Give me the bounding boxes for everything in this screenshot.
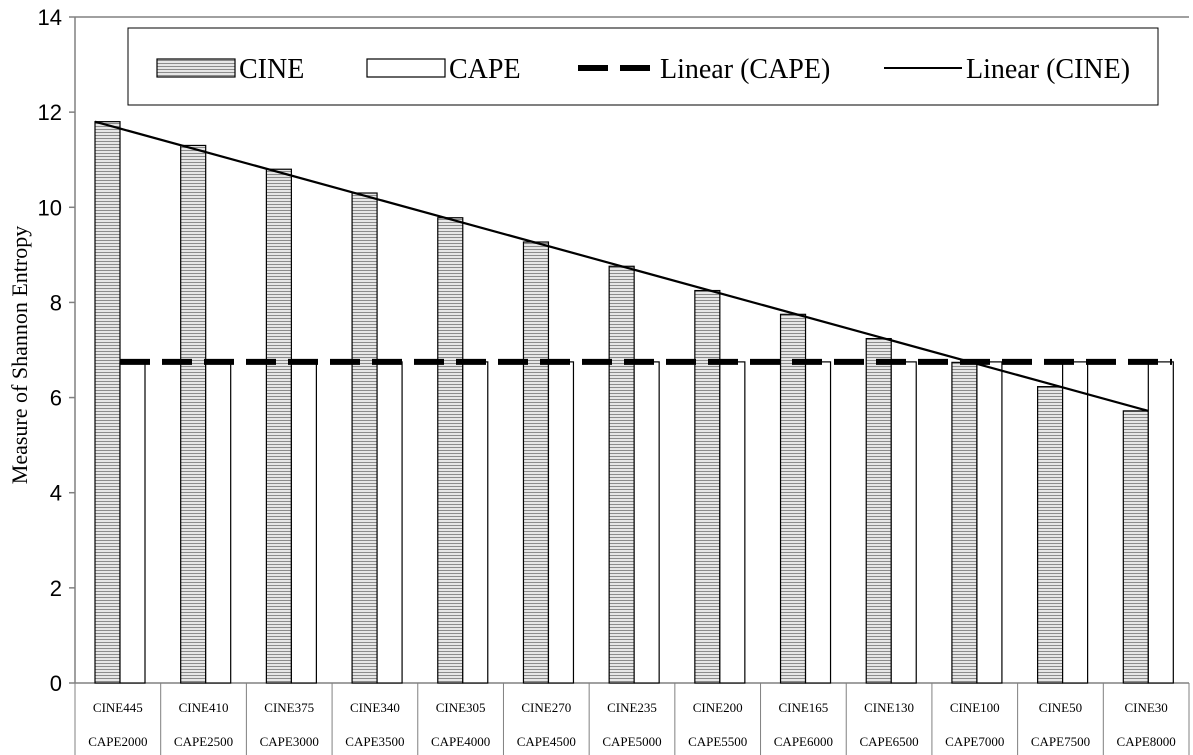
bar-cape [547, 361, 575, 684]
bar-cape [290, 361, 317, 684]
bar-cape [804, 361, 832, 684]
legend-label: Linear (CINE) [966, 54, 1130, 85]
bar-cine [265, 168, 292, 684]
legend: CINE CAPE Linear (CAPE) Linear (CINE) [127, 27, 1159, 106]
x-category-label-cine: CINE50 [1039, 700, 1082, 715]
bar-cape [890, 361, 917, 684]
x-category-label-cine: CINE100 [950, 700, 1000, 715]
bar-cine [522, 241, 550, 684]
bar-cine [608, 265, 635, 684]
x-category-label-cape: CAPE3500 [345, 734, 404, 749]
y-tick-label: 14 [38, 5, 62, 30]
y-tick-label: 4 [50, 481, 62, 506]
bar-cape [976, 361, 1003, 684]
y-tick-label: 12 [38, 100, 62, 125]
x-category-label-cape: CAPE4000 [431, 734, 490, 749]
x-category-label-cape: CAPE4500 [517, 734, 576, 749]
bar-cape [376, 361, 403, 684]
bar-cine [351, 192, 378, 684]
x-category-label-cape: CAPE6000 [774, 734, 833, 749]
y-tick-label: 2 [50, 576, 62, 601]
bars-layer [94, 121, 1174, 684]
x-category-label-cape: CAPE5500 [688, 734, 747, 749]
y-axis-title: Measure of Shannon Entropy [7, 226, 32, 484]
bar-cape [1147, 361, 1174, 684]
labels-layer: 0 2 4 6 8 10 12 14 Measure of Shannon Entropy CIN… [7, 5, 1176, 749]
x-category-label-cape: CAPE6500 [859, 734, 918, 749]
bar-cine [437, 217, 464, 684]
legend-label: CAPE [449, 54, 521, 85]
legend-label: CINE [239, 54, 304, 85]
x-category-label-cine: CINE340 [350, 700, 400, 715]
x-category-label-cape: CAPE7500 [1031, 734, 1090, 749]
x-category-label-cape: CAPE3000 [260, 734, 319, 749]
bar-cine [779, 313, 807, 684]
bar-cine [1122, 410, 1149, 684]
x-category-label-cine: CINE305 [436, 700, 486, 715]
x-category-label-cape: CAPE2500 [174, 734, 233, 749]
x-category-label-cine: CINE235 [607, 700, 657, 715]
bar-cine [1037, 386, 1064, 684]
legend-key-cine [156, 58, 236, 78]
bar-cine [694, 289, 721, 684]
x-category-label-cine: CINE410 [179, 700, 229, 715]
bar-cape [119, 361, 146, 684]
legend-key-cape [366, 58, 446, 78]
x-category-label-cape: CAPE8000 [1117, 734, 1176, 749]
legend-label: Linear (CAPE) [660, 54, 830, 85]
bar-cape [719, 361, 746, 684]
x-category-label-cine: CINE375 [264, 700, 314, 715]
x-category-label-cine: CINE445 [93, 700, 143, 715]
y-tick-label: 10 [38, 195, 62, 220]
x-category-label-cape: CAPE2000 [88, 734, 147, 749]
x-category-label-cine: CINE130 [864, 700, 914, 715]
bar-cape [1062, 361, 1089, 684]
y-tick-label: 0 [50, 671, 62, 696]
bar-cine [865, 337, 892, 684]
x-category-label-cine: CINE270 [521, 700, 571, 715]
x-category-label-cine: CINE200 [693, 700, 743, 715]
bar-cine [951, 361, 978, 684]
x-category-label-cape: CAPE7000 [945, 734, 1004, 749]
y-tick-label: 6 [50, 386, 62, 411]
bar-cape [462, 361, 489, 684]
x-category-label-cape: CAPE5000 [602, 734, 661, 749]
bar-cine [94, 121, 121, 684]
y-tick-label: 8 [50, 290, 62, 315]
bar-cine [180, 144, 207, 684]
x-category-label-cine: CINE165 [778, 700, 828, 715]
bar-cape [205, 361, 232, 684]
bar-cape [633, 361, 660, 684]
trendlines-layer [94, 120, 1172, 412]
x-category-label-cine: CINE30 [1124, 700, 1167, 715]
